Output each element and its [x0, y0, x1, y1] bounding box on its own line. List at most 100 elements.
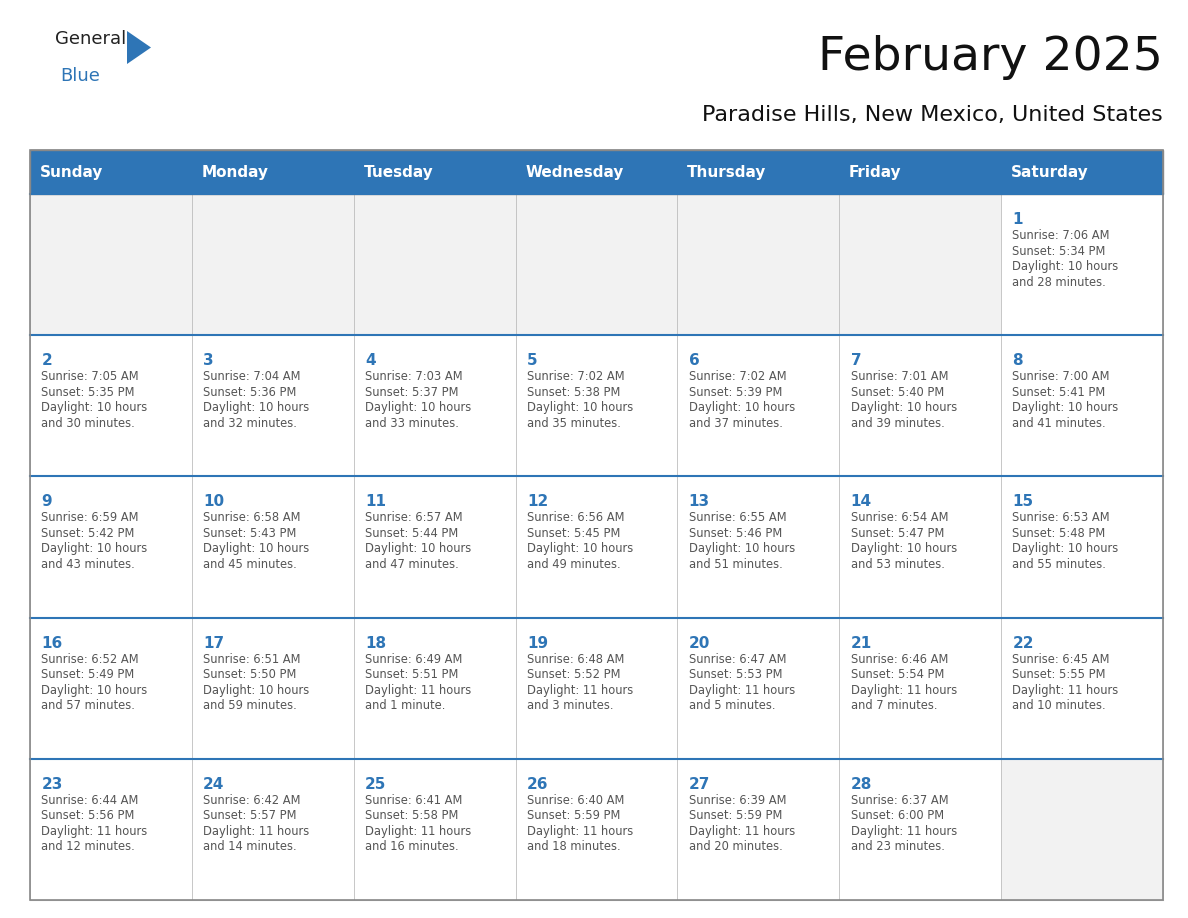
Text: Daylight: 10 hours: Daylight: 10 hours	[851, 401, 956, 414]
Text: Daylight: 10 hours: Daylight: 10 hours	[203, 401, 309, 414]
Text: Sunset: 5:59 PM: Sunset: 5:59 PM	[689, 810, 782, 823]
Text: Daylight: 10 hours: Daylight: 10 hours	[527, 543, 633, 555]
Text: Sunset: 5:43 PM: Sunset: 5:43 PM	[203, 527, 297, 540]
Text: and 18 minutes.: and 18 minutes.	[527, 840, 620, 854]
Bar	[354, 335, 516, 476]
Bar	[1001, 335, 1163, 476]
Text: Tuesday: Tuesday	[364, 164, 434, 180]
Text: Sunset: 5:35 PM: Sunset: 5:35 PM	[42, 386, 134, 398]
Text: Sunrise: 6:57 AM: Sunrise: 6:57 AM	[365, 511, 462, 524]
Text: 11: 11	[365, 495, 386, 509]
Text: Sunrise: 7:00 AM: Sunrise: 7:00 AM	[1012, 370, 1110, 383]
Text: and 47 minutes.: and 47 minutes.	[365, 558, 459, 571]
Text: 25: 25	[365, 777, 386, 792]
Text: Sunrise: 6:58 AM: Sunrise: 6:58 AM	[203, 511, 301, 524]
Bar	[30, 150, 1163, 900]
Text: 3: 3	[203, 353, 214, 368]
Text: Sunrise: 6:45 AM: Sunrise: 6:45 AM	[1012, 653, 1110, 666]
Bar	[677, 476, 839, 618]
Text: 15: 15	[1012, 495, 1034, 509]
Text: Sunrise: 6:55 AM: Sunrise: 6:55 AM	[689, 511, 786, 524]
Text: 14: 14	[851, 495, 872, 509]
Text: February 2025: February 2025	[819, 35, 1163, 80]
Text: 8: 8	[1012, 353, 1023, 368]
Text: Sunset: 6:00 PM: Sunset: 6:00 PM	[851, 810, 943, 823]
Text: and 14 minutes.: and 14 minutes.	[203, 840, 297, 854]
Bar	[516, 618, 677, 759]
Text: Sunset: 5:39 PM: Sunset: 5:39 PM	[689, 386, 782, 398]
Text: and 16 minutes.: and 16 minutes.	[365, 840, 459, 854]
Text: 1: 1	[1012, 212, 1023, 227]
Text: Thursday: Thursday	[687, 164, 766, 180]
Text: Daylight: 10 hours: Daylight: 10 hours	[203, 543, 309, 555]
Bar	[30, 476, 191, 618]
Text: 21: 21	[851, 635, 872, 651]
Text: Sunset: 5:58 PM: Sunset: 5:58 PM	[365, 810, 459, 823]
Text: and 10 minutes.: and 10 minutes.	[1012, 700, 1106, 712]
Text: Sunset: 5:56 PM: Sunset: 5:56 PM	[42, 810, 134, 823]
Text: and 33 minutes.: and 33 minutes.	[365, 417, 459, 430]
Bar	[30, 194, 191, 335]
Text: Daylight: 10 hours: Daylight: 10 hours	[1012, 543, 1119, 555]
Text: Sunset: 5:45 PM: Sunset: 5:45 PM	[527, 527, 620, 540]
Bar	[191, 476, 354, 618]
Bar	[191, 759, 354, 900]
Text: Sunset: 5:54 PM: Sunset: 5:54 PM	[851, 668, 944, 681]
Bar	[677, 335, 839, 476]
Text: Sunrise: 6:46 AM: Sunrise: 6:46 AM	[851, 653, 948, 666]
Text: 17: 17	[203, 635, 225, 651]
Text: 5: 5	[527, 353, 537, 368]
Text: Sunset: 5:55 PM: Sunset: 5:55 PM	[1012, 668, 1106, 681]
Text: Sunset: 5:40 PM: Sunset: 5:40 PM	[851, 386, 943, 398]
Bar	[191, 150, 354, 194]
Text: and 3 minutes.: and 3 minutes.	[527, 700, 613, 712]
Text: and 51 minutes.: and 51 minutes.	[689, 558, 783, 571]
Text: Sunset: 5:41 PM: Sunset: 5:41 PM	[1012, 386, 1106, 398]
Text: Daylight: 10 hours: Daylight: 10 hours	[1012, 401, 1119, 414]
Text: and 20 minutes.: and 20 minutes.	[689, 840, 783, 854]
Text: Friday: Friday	[849, 164, 902, 180]
Text: 22: 22	[1012, 635, 1034, 651]
Text: Daylight: 10 hours: Daylight: 10 hours	[203, 684, 309, 697]
Text: Sunset: 5:42 PM: Sunset: 5:42 PM	[42, 527, 134, 540]
Text: and 7 minutes.: and 7 minutes.	[851, 700, 937, 712]
Text: Sunset: 5:37 PM: Sunset: 5:37 PM	[365, 386, 459, 398]
Bar	[30, 150, 1163, 194]
Text: Sunrise: 6:54 AM: Sunrise: 6:54 AM	[851, 511, 948, 524]
Text: Daylight: 10 hours: Daylight: 10 hours	[851, 543, 956, 555]
Text: 12: 12	[527, 495, 548, 509]
Text: Daylight: 11 hours: Daylight: 11 hours	[203, 825, 309, 838]
Bar	[1001, 194, 1163, 335]
Bar	[354, 759, 516, 900]
Bar	[30, 150, 191, 194]
Text: Daylight: 10 hours: Daylight: 10 hours	[689, 543, 795, 555]
Text: Sunset: 5:52 PM: Sunset: 5:52 PM	[527, 668, 620, 681]
Bar	[1001, 150, 1163, 194]
Text: Blue: Blue	[61, 67, 100, 85]
Text: Sunday: Sunday	[39, 164, 103, 180]
Text: Sunrise: 6:59 AM: Sunrise: 6:59 AM	[42, 511, 139, 524]
Text: and 12 minutes.: and 12 minutes.	[42, 840, 135, 854]
Text: and 49 minutes.: and 49 minutes.	[527, 558, 620, 571]
Bar	[191, 335, 354, 476]
Bar	[1001, 618, 1163, 759]
Text: Sunrise: 7:02 AM: Sunrise: 7:02 AM	[689, 370, 786, 383]
Text: Saturday: Saturday	[1011, 164, 1088, 180]
Text: Daylight: 11 hours: Daylight: 11 hours	[851, 825, 956, 838]
Text: Paradise Hills, New Mexico, United States: Paradise Hills, New Mexico, United State…	[702, 105, 1163, 125]
Text: Sunrise: 7:03 AM: Sunrise: 7:03 AM	[365, 370, 462, 383]
Bar	[30, 759, 191, 900]
Bar	[516, 476, 677, 618]
Text: Daylight: 11 hours: Daylight: 11 hours	[851, 684, 956, 697]
Text: 24: 24	[203, 777, 225, 792]
Text: and 59 minutes.: and 59 minutes.	[203, 700, 297, 712]
Text: Sunset: 5:34 PM: Sunset: 5:34 PM	[1012, 244, 1106, 258]
Text: Sunrise: 6:39 AM: Sunrise: 6:39 AM	[689, 794, 786, 807]
Text: and 5 minutes.: and 5 minutes.	[689, 700, 776, 712]
Text: Sunrise: 7:02 AM: Sunrise: 7:02 AM	[527, 370, 625, 383]
Text: Sunrise: 7:05 AM: Sunrise: 7:05 AM	[42, 370, 139, 383]
Text: Wednesday: Wednesday	[525, 164, 624, 180]
Text: Daylight: 10 hours: Daylight: 10 hours	[365, 543, 472, 555]
Bar	[1001, 759, 1163, 900]
Text: Sunrise: 6:49 AM: Sunrise: 6:49 AM	[365, 653, 462, 666]
